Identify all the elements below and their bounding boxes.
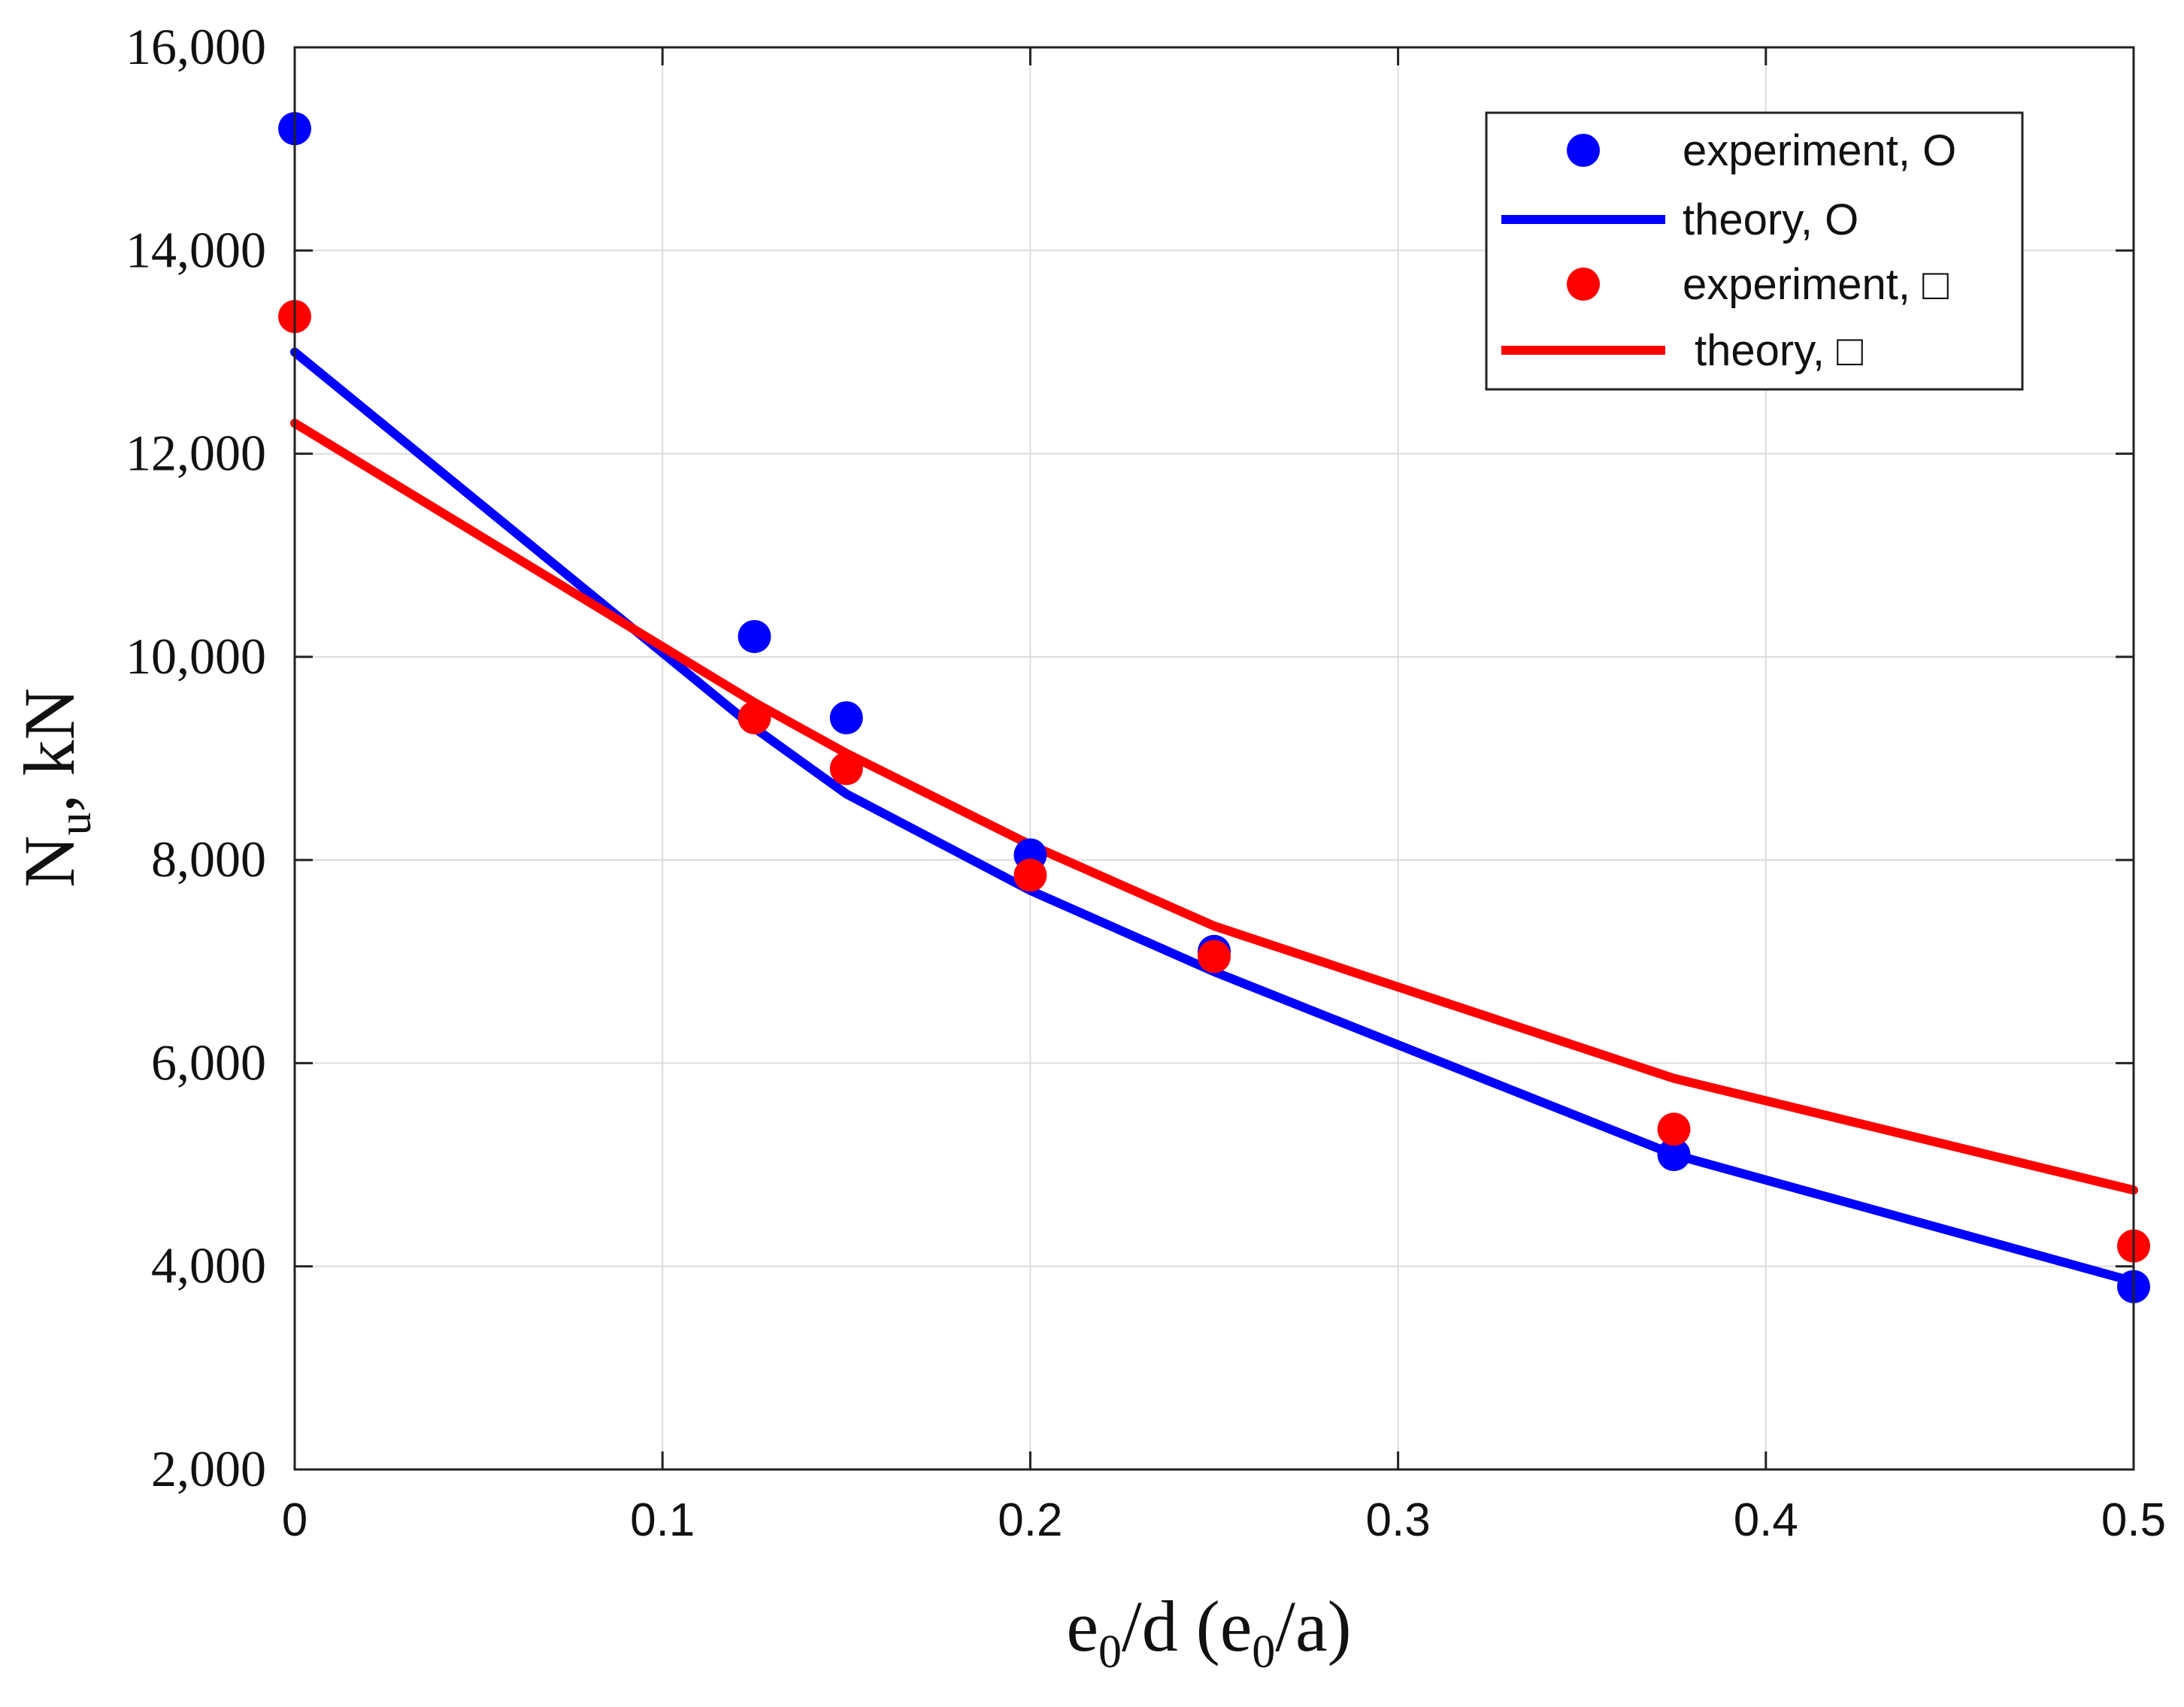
data-point-blue	[829, 701, 863, 734]
data-point-blue	[738, 619, 771, 653]
y-tick-label: 10,000	[126, 628, 266, 685]
data-point-red	[829, 752, 863, 785]
x-tick-label: 0.4	[1734, 1494, 1798, 1546]
legend-marker	[1567, 134, 1600, 167]
legend-label: theory, □	[1695, 326, 1863, 375]
x-tick-label: 0.2	[998, 1494, 1062, 1546]
legend-label: experiment, □	[1683, 260, 1949, 309]
y-axis-label: Nu, kN	[9, 688, 101, 888]
legend: experiment, O theory, O experiment, □ theor…	[1485, 111, 2024, 391]
y-tick-label: 2,000	[151, 1440, 266, 1497]
x-tick-label: 0.1	[630, 1494, 695, 1546]
x-axis-label: e0/d (e0/a)	[1066, 1586, 1351, 1678]
series-line-blue	[290, 347, 2138, 1286]
legend-marker	[1567, 268, 1600, 301]
x-tick-label: 0	[282, 1494, 307, 1546]
legend-label: theory, O	[1683, 195, 1858, 244]
data-point-red	[1198, 940, 1231, 973]
y-tick-label: 16,000	[126, 18, 266, 75]
series-line-red	[290, 419, 2138, 1195]
y-tick-label: 8,000	[151, 831, 266, 888]
data-point-red	[1013, 858, 1047, 892]
y-tick-label: 12,000	[126, 425, 266, 482]
y-tick-label: 6,000	[151, 1034, 266, 1091]
data-point-red	[738, 701, 771, 734]
x-tick-label: 0.3	[1365, 1494, 1430, 1546]
y-tick-label: 4,000	[151, 1237, 266, 1294]
data-point-red	[1657, 1112, 1691, 1146]
x-tick-label: 0.5	[2101, 1494, 2166, 1546]
data-series	[278, 112, 2150, 1303]
plot-frame	[293, 46, 2135, 1471]
tick-labels: 0 0.1 0.2 0.3 0.4 0.5 2,000 4,000 6,000 8,000 10,0…	[126, 18, 2166, 1546]
y-tick-label: 14,000	[126, 221, 266, 278]
data-point-blue	[1657, 1138, 1691, 1172]
legend-label: experiment, O	[1683, 126, 1956, 175]
